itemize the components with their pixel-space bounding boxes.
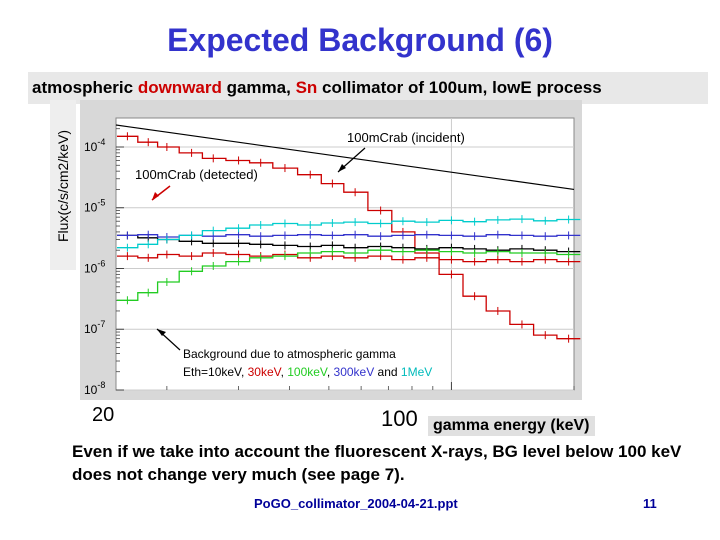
y-tick-base: 10	[84, 140, 98, 154]
y-tick-exponent: -8	[97, 380, 105, 390]
series-layer	[115, 124, 581, 343]
bg-part: ,	[281, 365, 288, 379]
y-tick-label: 10-7	[84, 319, 105, 336]
flux-plot: 10-410-510-610-710-8 100mCrab (incident)…	[80, 100, 582, 400]
subtitle-part: gamma,	[221, 78, 296, 97]
y-tick-labels: 10-410-510-610-710-8	[84, 137, 105, 397]
x-tick-100: 100	[378, 406, 421, 432]
x-tick-20: 20	[92, 404, 115, 426]
series-line	[117, 249, 581, 301]
arrowhead-detected	[152, 192, 159, 200]
bg-part-300kev: 300keV	[334, 365, 375, 379]
annotation-detected: 100mCrab (detected)	[135, 167, 258, 182]
bg-part-100kev: 100keV	[287, 365, 328, 379]
subtitle-part: atmospheric	[32, 78, 138, 97]
series-3	[117, 246, 581, 305]
y-tick-label: 10-5	[84, 198, 105, 215]
slide-title: Expected Background (6)	[167, 22, 553, 58]
bg-part: and	[374, 365, 401, 379]
bg-part-1mev: 1MeV	[401, 365, 432, 379]
subtitle-sn: Sn	[295, 78, 318, 97]
y-tick-exponent: -6	[97, 258, 105, 268]
conclusion-note: Even if we take into account the fluores…	[72, 442, 682, 484]
arrowhead-incident	[338, 164, 346, 172]
subtitle-banner: atmospheric downward gamma, Sn collimato…	[28, 72, 708, 104]
y-tick-label: 10-4	[84, 137, 105, 154]
subtitle-part: collimator of 100um, lowE process	[317, 78, 602, 97]
series-5	[117, 215, 581, 252]
y-tick-base: 10	[84, 261, 98, 275]
y-tick-exponent: -7	[97, 319, 105, 329]
y-tick-label: 10-8	[84, 380, 105, 397]
x-axis-label: gamma energy (keV)	[428, 416, 595, 436]
page-number: 11	[643, 496, 657, 511]
incident-spectrum-line	[115, 124, 575, 191]
y-tick-exponent: -5	[97, 198, 105, 208]
bg-part-30kev: 30keV	[248, 365, 282, 379]
y-tick-label: 10-6	[84, 258, 105, 275]
subtitle-downward: downward	[137, 78, 222, 97]
arrowhead-background	[157, 329, 166, 336]
bg-part: ,	[327, 365, 334, 379]
bg-part: Eth=10keV,	[183, 365, 248, 379]
y-axis-label: Flux(c/s/cm2/keV)	[55, 129, 71, 243]
annotation-background-line2: Eth=10keV, 30keV, 100keV, 300keV and 1Me…	[183, 365, 432, 379]
annotation-background-line1: Background due to atmospheric gamma	[183, 347, 396, 361]
y-tick-exponent: -4	[97, 137, 105, 147]
y-axis-label-box	[50, 100, 76, 270]
y-tick-base: 10	[84, 383, 98, 397]
series-line	[117, 234, 581, 253]
footer-filename: PoGO_collimator_2004-04-21.ppt	[254, 496, 458, 511]
annotation-incident: 100mCrab (incident)	[347, 130, 465, 145]
y-tick-base: 10	[84, 322, 98, 336]
y-tick-base: 10	[84, 201, 98, 215]
